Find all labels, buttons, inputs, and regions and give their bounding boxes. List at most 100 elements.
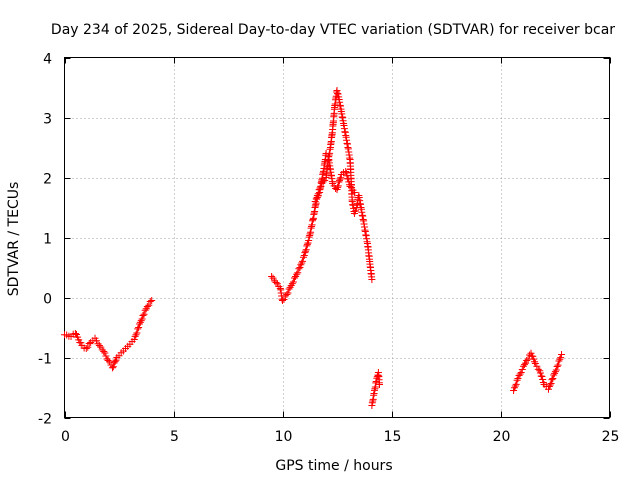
data-point: [313, 193, 321, 201]
data-point: [539, 376, 547, 384]
grid-layer: [64, 57, 610, 418]
data-point: [130, 336, 138, 343]
data-point: [148, 297, 156, 304]
data-point: [101, 349, 109, 357]
data-point: [337, 174, 345, 182]
data-point: [551, 368, 559, 376]
data-point: [95, 342, 103, 349]
data-point: [82, 345, 90, 352]
data-point: [372, 378, 380, 385]
y-tick-label: 1: [43, 232, 52, 248]
data-point: [271, 277, 279, 285]
data-point: [146, 297, 154, 305]
data-point: [108, 364, 116, 372]
data-point: [552, 366, 560, 374]
data-point: [531, 358, 539, 366]
data-point: [111, 358, 119, 366]
tick-layer: [64, 57, 611, 419]
y-tick-label: -1: [38, 352, 52, 368]
data-point: [546, 381, 554, 389]
data-point: [141, 306, 149, 314]
data-point: [520, 361, 528, 369]
data-point: [299, 257, 307, 265]
data-point: [553, 363, 561, 370]
series-segment-1: [61, 297, 156, 372]
data-point: [548, 376, 556, 384]
data-point: [537, 372, 545, 380]
data-point: [100, 348, 108, 355]
data-point: [143, 303, 151, 310]
data-point: [133, 329, 141, 337]
data-point: [289, 278, 297, 286]
data-point: [94, 340, 102, 348]
data-point: [314, 192, 322, 200]
data-point: [290, 274, 298, 282]
data-point: [523, 357, 531, 364]
x-tick-label: 5: [170, 429, 179, 445]
y-tick-label: 2: [43, 172, 52, 188]
data-point: [517, 368, 525, 376]
data-point: [352, 207, 360, 215]
y-tick-label: 0: [43, 292, 52, 308]
data-points-layer: [61, 87, 566, 409]
data-point: [104, 357, 112, 364]
data-point: [555, 357, 563, 365]
data-point: [554, 361, 562, 369]
data-point: [544, 385, 552, 393]
data-point: [547, 380, 555, 388]
data-point: [303, 242, 311, 250]
data-point: [514, 375, 522, 382]
data-point: [84, 343, 92, 351]
data-point: [279, 297, 286, 304]
data-point: [545, 382, 553, 390]
data-point: [295, 265, 303, 273]
data-point: [333, 87, 341, 94]
series-segment-5: [510, 349, 566, 394]
data-point: [135, 320, 143, 328]
data-point: [346, 183, 354, 190]
data-point: [132, 331, 140, 339]
data-point: [301, 249, 309, 257]
data-point: [134, 325, 142, 333]
data-point: [334, 183, 342, 191]
data-point: [533, 362, 541, 370]
data-point: [368, 276, 376, 283]
data-point: [298, 259, 306, 267]
data-point: [297, 261, 305, 269]
data-point: [556, 355, 564, 363]
tick-label-layer: 0 5 10 15 20 25 -2 -1 0 1 2 3 4: [38, 52, 619, 446]
data-point: [280, 296, 288, 304]
data-point: [350, 189, 358, 196]
data-point: [344, 175, 352, 183]
data-point: [376, 381, 384, 388]
series-segment-4: [368, 369, 384, 409]
y-tick-label: -2: [38, 412, 52, 428]
data-point: [92, 337, 100, 345]
data-point: [343, 172, 351, 180]
data-point: [135, 324, 143, 331]
data-point: [140, 310, 148, 318]
data-point: [336, 175, 344, 183]
chart-title: Day 234 of 2025, Sidereal Day-to-day VTE…: [51, 22, 615, 38]
x-tick-label: 15: [384, 429, 402, 445]
data-point: [294, 269, 302, 277]
data-point: [300, 252, 308, 259]
data-point: [145, 301, 153, 309]
data-point: [511, 382, 519, 390]
data-point: [293, 270, 301, 278]
data-point: [334, 90, 342, 98]
data-point: [131, 332, 139, 340]
plot-frame: [64, 57, 610, 418]
data-point: [518, 366, 526, 373]
x-tick-label: 25: [602, 429, 620, 445]
data-point: [284, 289, 292, 297]
y-tick-label: 4: [43, 52, 52, 68]
data-point: [513, 376, 521, 384]
data-point: [550, 371, 558, 379]
data-point: [512, 380, 520, 388]
data-point: [303, 240, 311, 248]
data-point: [342, 168, 350, 175]
data-point: [549, 375, 557, 382]
